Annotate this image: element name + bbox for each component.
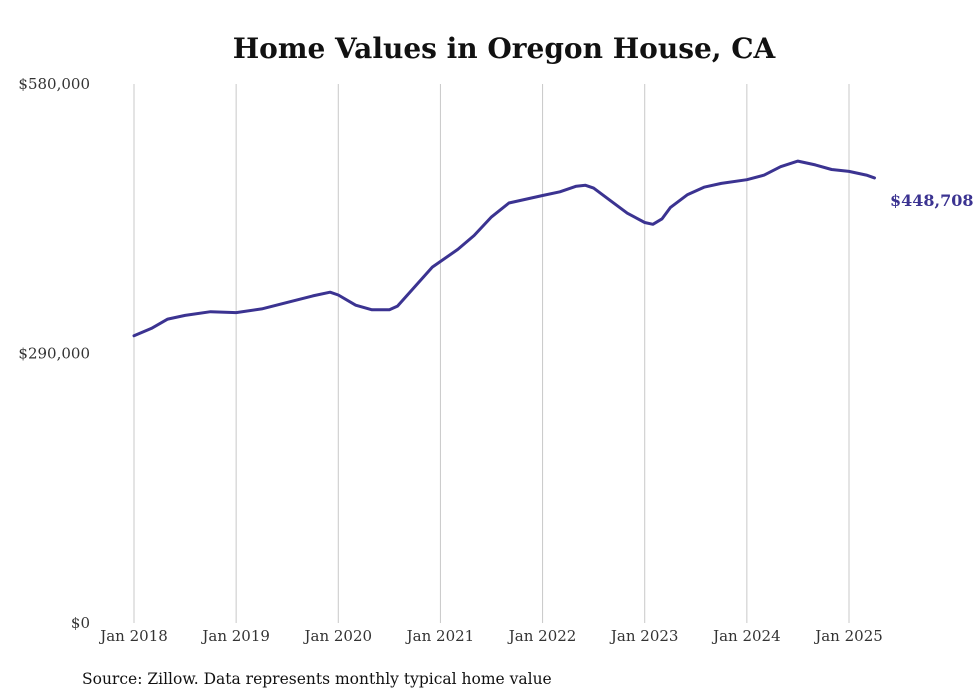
end-value-label: $448,708 [890,191,974,210]
chart-title: Home Values in Oregon House, CA [233,32,777,65]
x-tick-label: Jan 2020 [303,627,373,645]
grid-lines [133,84,850,623]
x-tick-label: Jan 2024 [711,627,781,645]
x-tick-label: Jan 2025 [813,627,883,645]
y-tick-label: $0 [71,614,90,632]
plot-area [132,159,876,338]
y-tick-label: $290,000 [18,345,90,363]
y-tick-label: $580,000 [18,75,90,93]
x-tick-label: Jan 2021 [405,627,475,645]
x-tick-label: Jan 2023 [609,627,679,645]
series-line [132,159,876,338]
source-note: Source: Zillow. Data represents monthly … [82,670,552,688]
x-tick-label: Jan 2018 [98,627,168,645]
x-tick-label: Jan 2019 [200,627,270,645]
x-tick-label: Jan 2022 [507,627,577,645]
x-axis: Jan 2018 Jan 2019 Jan 2020 Jan 2021 Jan 2022… [98,627,883,645]
y-axis: $580,000 $290,000 $0 [18,75,90,632]
